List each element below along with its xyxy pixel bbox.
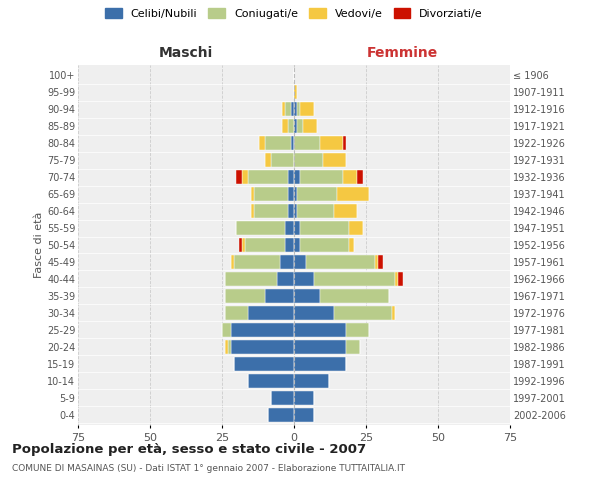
Bar xyxy=(280,255,294,269)
Bar xyxy=(346,340,360,354)
Bar xyxy=(286,221,294,235)
Bar xyxy=(288,170,294,184)
Bar xyxy=(314,272,395,286)
Bar xyxy=(248,306,294,320)
Bar xyxy=(395,272,398,286)
Bar xyxy=(374,255,377,269)
Bar xyxy=(268,408,294,422)
Bar xyxy=(271,390,294,405)
Bar xyxy=(392,306,395,320)
Bar xyxy=(265,288,294,303)
Bar xyxy=(225,306,248,320)
Bar xyxy=(245,238,286,252)
Bar xyxy=(294,374,329,388)
Bar xyxy=(236,221,286,235)
Bar xyxy=(305,255,374,269)
Bar xyxy=(320,136,343,150)
Y-axis label: Fasce di età: Fasce di età xyxy=(34,212,44,278)
Bar xyxy=(283,102,286,117)
Bar xyxy=(288,187,294,202)
Bar xyxy=(230,340,294,354)
Bar xyxy=(265,153,271,168)
Bar xyxy=(343,136,346,150)
Bar xyxy=(225,288,265,303)
Bar xyxy=(302,119,317,134)
Bar xyxy=(259,136,265,150)
Bar xyxy=(334,306,392,320)
Bar xyxy=(294,340,346,354)
Bar xyxy=(297,119,302,134)
Bar xyxy=(297,187,337,202)
Bar xyxy=(222,322,230,337)
Bar xyxy=(248,170,288,184)
Bar xyxy=(291,136,294,150)
Bar xyxy=(343,170,358,184)
Bar xyxy=(288,119,294,134)
Bar xyxy=(294,322,346,337)
Text: Femmine: Femmine xyxy=(367,46,437,60)
Bar xyxy=(248,374,294,388)
Bar xyxy=(297,204,334,218)
Bar xyxy=(242,238,245,252)
Bar xyxy=(323,153,346,168)
Bar xyxy=(294,238,300,252)
Bar xyxy=(349,238,355,252)
Bar xyxy=(294,306,334,320)
Bar xyxy=(283,119,288,134)
Bar xyxy=(225,272,277,286)
Bar xyxy=(300,221,349,235)
Bar xyxy=(294,204,297,218)
Bar xyxy=(228,340,230,354)
Bar xyxy=(337,187,369,202)
Bar xyxy=(294,272,314,286)
Bar xyxy=(239,238,242,252)
Bar xyxy=(254,204,288,218)
Text: Maschi: Maschi xyxy=(159,46,213,60)
Bar xyxy=(286,238,294,252)
Bar xyxy=(233,255,280,269)
Bar xyxy=(294,356,346,371)
Bar xyxy=(346,322,369,337)
Bar xyxy=(358,170,363,184)
Bar xyxy=(294,153,323,168)
Bar xyxy=(294,390,314,405)
Legend: Celibi/Nubili, Coniugati/e, Vedovi/e, Divorziati/e: Celibi/Nubili, Coniugati/e, Vedovi/e, Di… xyxy=(105,8,483,19)
Bar xyxy=(265,136,291,150)
Bar xyxy=(225,340,228,354)
Bar xyxy=(286,102,291,117)
Bar xyxy=(236,170,242,184)
Bar xyxy=(320,288,389,303)
Bar xyxy=(294,221,300,235)
Bar xyxy=(398,272,403,286)
Bar xyxy=(271,153,294,168)
Text: COMUNE DI MASAINAS (SU) - Dati ISTAT 1° gennaio 2007 - Elaborazione TUTTAITALIA.: COMUNE DI MASAINAS (SU) - Dati ISTAT 1° … xyxy=(12,464,405,473)
Bar xyxy=(294,102,297,117)
Bar xyxy=(251,204,254,218)
Bar xyxy=(230,322,294,337)
Bar xyxy=(294,119,297,134)
Bar xyxy=(300,170,343,184)
Bar xyxy=(254,187,288,202)
Bar xyxy=(349,221,363,235)
Bar xyxy=(277,272,294,286)
Bar xyxy=(294,288,320,303)
Bar xyxy=(291,102,294,117)
Bar xyxy=(300,238,349,252)
Bar xyxy=(294,187,297,202)
Bar xyxy=(377,255,383,269)
Bar xyxy=(242,170,248,184)
Bar xyxy=(300,102,314,117)
Bar xyxy=(294,136,320,150)
Bar xyxy=(297,102,300,117)
Bar xyxy=(334,204,358,218)
Bar xyxy=(294,170,300,184)
Bar xyxy=(230,255,233,269)
Text: Popolazione per età, sesso e stato civile - 2007: Popolazione per età, sesso e stato civil… xyxy=(12,442,366,456)
Bar xyxy=(288,204,294,218)
Bar xyxy=(294,255,305,269)
Bar xyxy=(294,85,297,100)
Bar xyxy=(294,408,314,422)
Bar xyxy=(251,187,254,202)
Bar xyxy=(233,356,294,371)
